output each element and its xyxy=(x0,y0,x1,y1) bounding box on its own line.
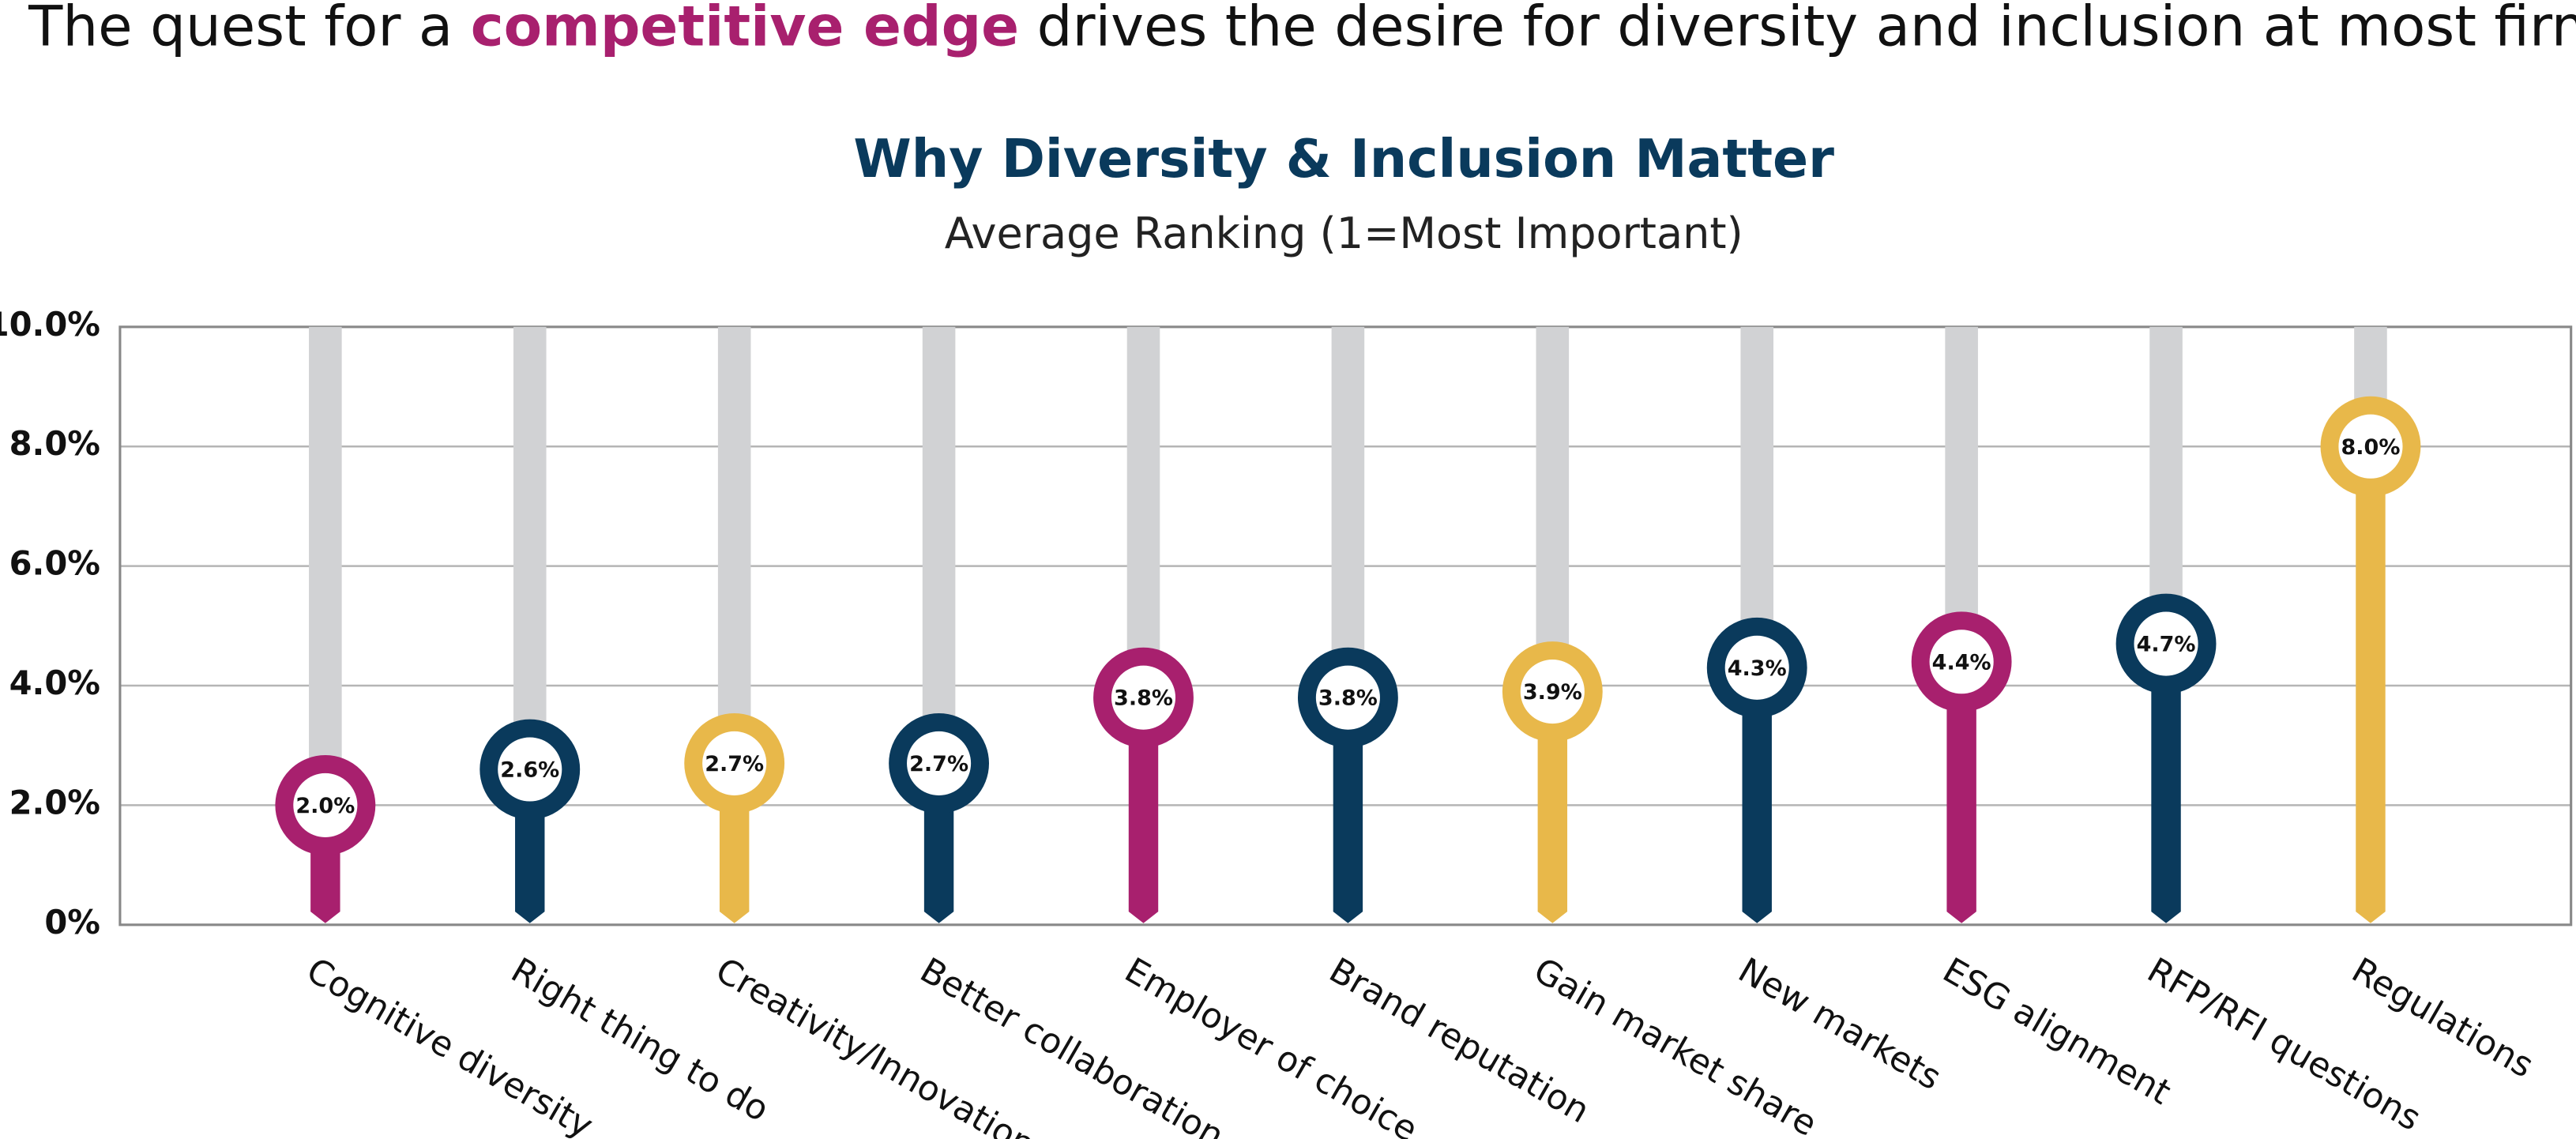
value-label: 8.0% xyxy=(2341,435,2400,460)
stem xyxy=(2356,446,2386,923)
stem xyxy=(1128,697,1159,923)
marker xyxy=(684,713,785,814)
marker xyxy=(1502,641,1603,742)
value-label: 2.7% xyxy=(909,752,968,776)
track xyxy=(1740,326,1774,668)
chart-subtitle: Average Ranking (1=Most Important) xyxy=(945,209,1743,258)
value-label: 3.8% xyxy=(1114,686,1173,711)
y-tick-label: 2.0% xyxy=(9,783,100,821)
marker xyxy=(1093,647,1194,748)
track xyxy=(1126,326,1160,698)
x-tick-label: ESG alignment xyxy=(1936,950,2178,1113)
headline-highlight: competitive edge xyxy=(471,0,1019,58)
marker xyxy=(2320,396,2421,497)
marker xyxy=(1297,647,1398,748)
track xyxy=(2149,326,2183,645)
marker xyxy=(275,754,376,855)
marker xyxy=(889,713,990,814)
value-label: 2.0% xyxy=(295,794,355,818)
y-tick-label: 0% xyxy=(44,903,100,942)
value-label: 3.8% xyxy=(1318,686,1378,711)
headline: The quest for a competitive edge drives … xyxy=(28,0,2576,58)
value-label: 2.7% xyxy=(705,752,764,776)
track xyxy=(309,326,342,806)
track xyxy=(1331,326,1365,698)
y-tick-label: 10.0% xyxy=(0,305,100,344)
value-label: 3.9% xyxy=(1523,680,1582,705)
track xyxy=(717,326,751,764)
value-label: 2.6% xyxy=(500,758,559,783)
stem xyxy=(1742,667,1772,923)
headline-part: The quest for a xyxy=(28,0,471,58)
x-tick-label: Regulations xyxy=(2345,950,2540,1086)
value-label: 4.4% xyxy=(1932,650,1991,675)
track xyxy=(1945,326,1978,662)
track xyxy=(1536,326,1570,692)
stem xyxy=(1537,691,1568,923)
marker xyxy=(1911,611,2012,712)
track xyxy=(922,326,956,764)
y-tick-label: 6.0% xyxy=(9,544,100,583)
y-tick-label: 8.0% xyxy=(9,424,100,463)
value-label: 4.7% xyxy=(2137,633,2196,657)
value-label: 4.3% xyxy=(1728,656,1787,681)
stem xyxy=(1333,697,1363,923)
track xyxy=(513,326,547,770)
marker xyxy=(1706,617,1807,718)
headline-part: drives the desire for diversity and incl… xyxy=(1019,0,2576,58)
marker xyxy=(479,719,581,820)
stem xyxy=(1946,661,1976,923)
marker xyxy=(2115,593,2217,694)
chart-title: Why Diversity & Inclusion Matter xyxy=(853,128,1834,190)
y-tick-label: 4.0% xyxy=(9,663,100,702)
stem xyxy=(2151,644,2181,923)
